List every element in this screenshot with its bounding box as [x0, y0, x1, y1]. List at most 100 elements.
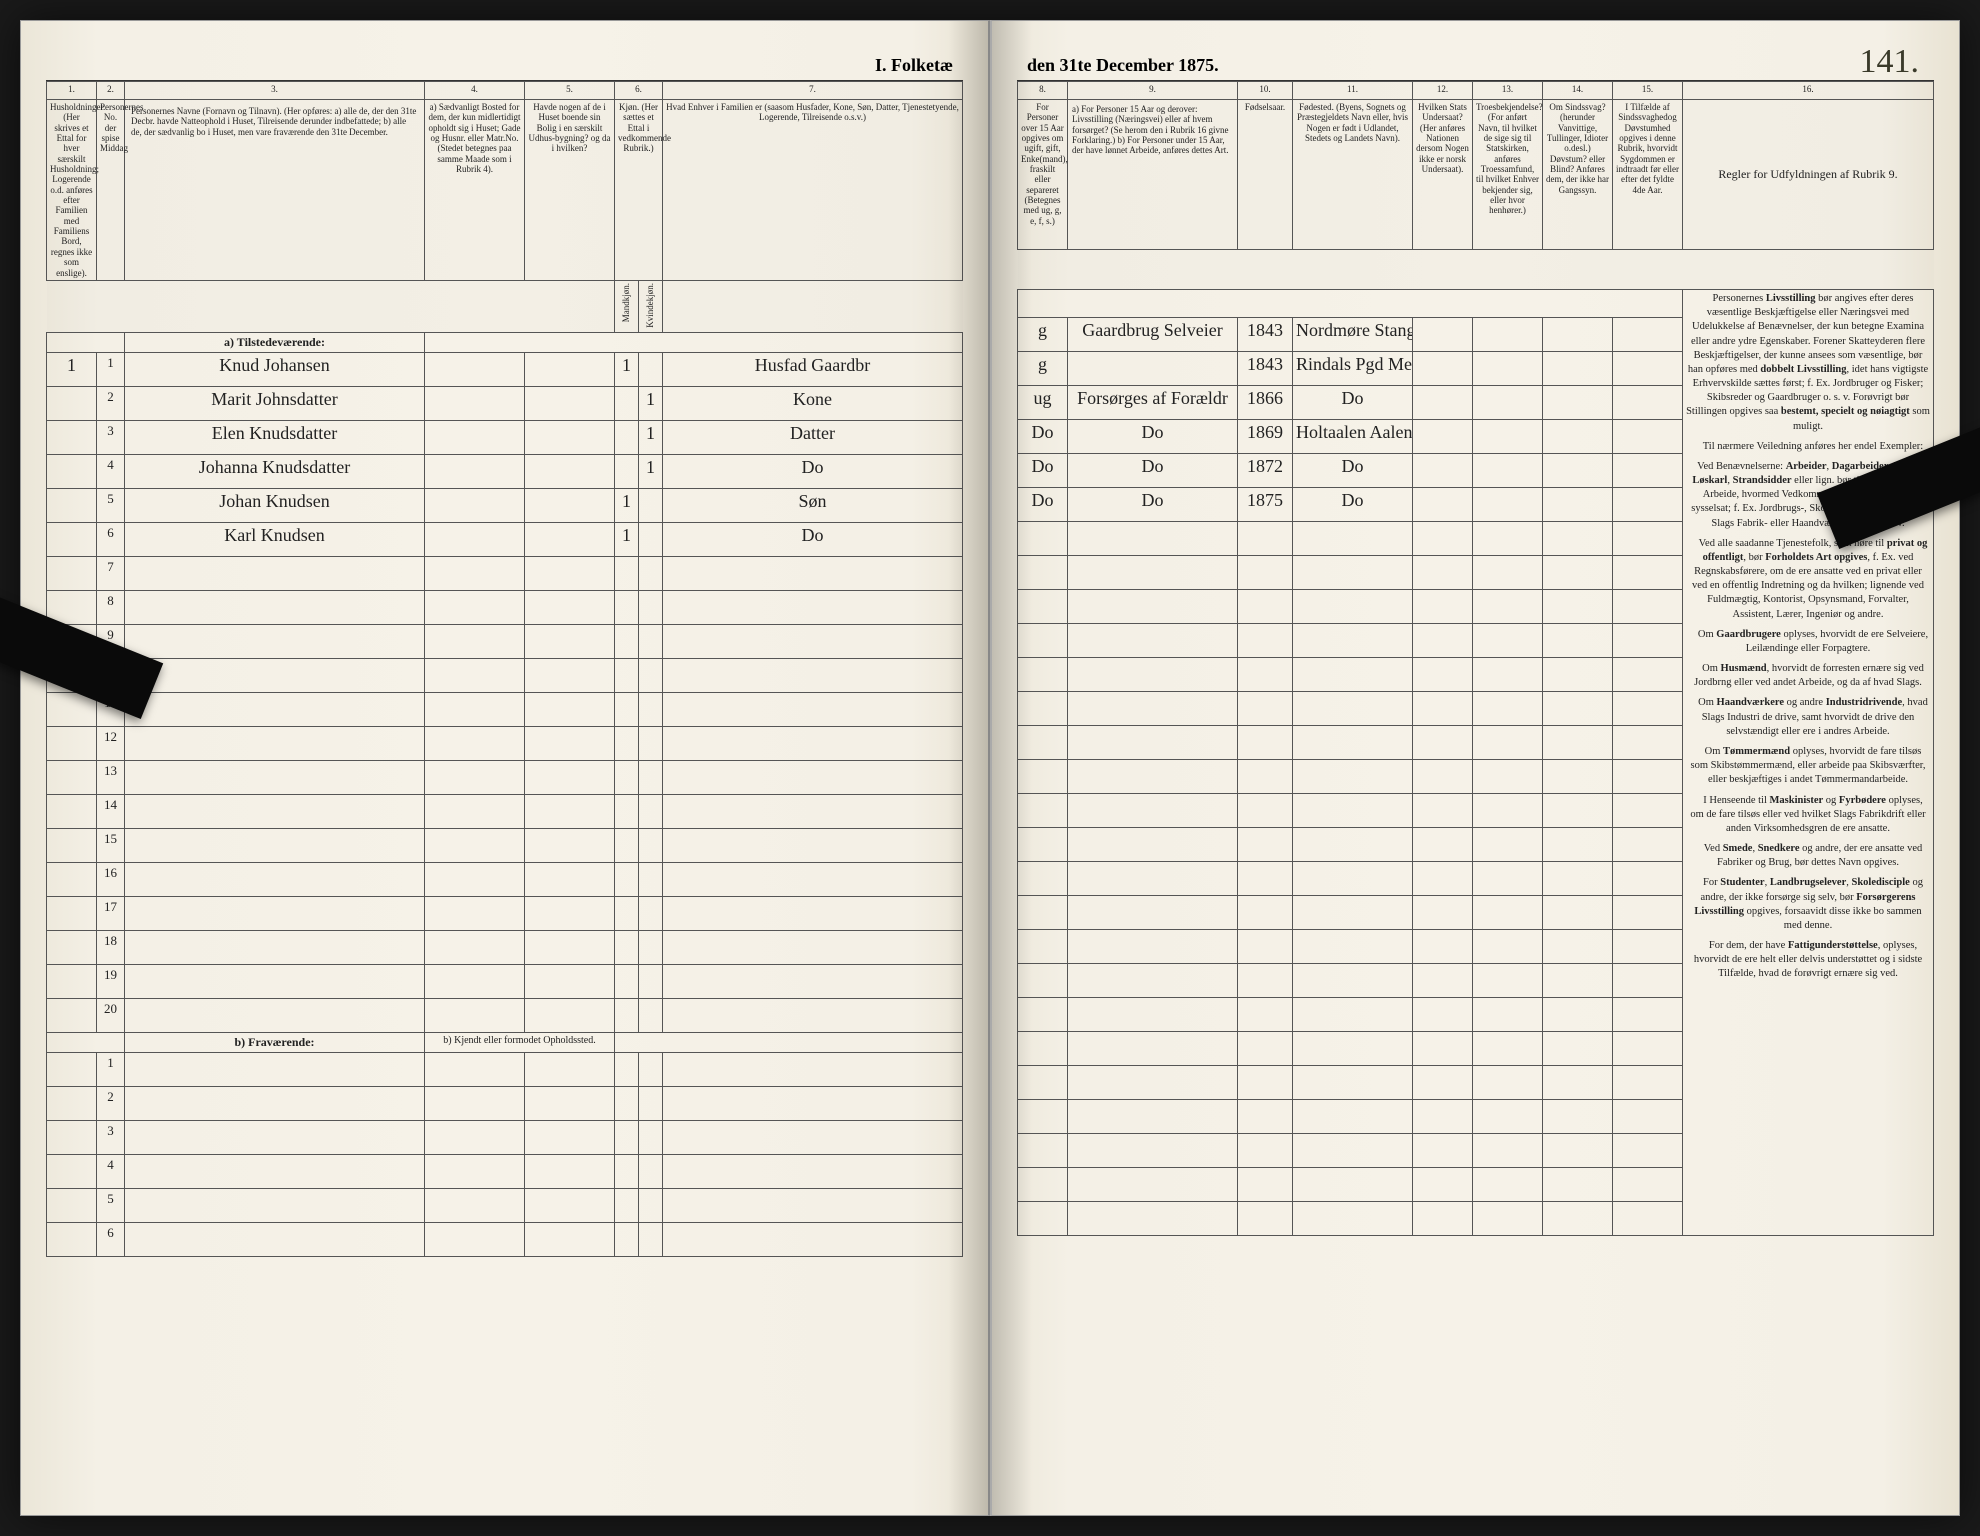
hdr-10: Fødselsaar.: [1238, 100, 1293, 250]
page-number: 141.: [1860, 43, 1920, 81]
title-right: den 31te December 1875.: [1017, 51, 1934, 81]
cell-k: 1: [639, 420, 663, 454]
cell-c4: [425, 386, 525, 420]
cell-civ: Do: [1018, 488, 1068, 522]
instruction-paragraph: Ved Smede, Snedkere og andre, der ere an…: [1686, 842, 1930, 870]
table-row: 13: [47, 760, 963, 794]
cell-occ: Do: [1068, 488, 1238, 522]
table-row: 7: [47, 556, 963, 590]
col-1: 1.: [47, 82, 97, 100]
cell-hh: [47, 488, 97, 522]
cell-n: 3: [97, 420, 125, 454]
cell-place: Holtaalen Aalen Sogn: [1293, 420, 1413, 454]
cell-k: [639, 522, 663, 556]
hdr-8: For Personer over 15 Aar opgives om ugif…: [1018, 100, 1068, 250]
cell-occ: Gaardbrug Selveier: [1068, 318, 1238, 352]
cell-n: 4: [97, 454, 125, 488]
cell-name: Johanna Knudsdatter: [125, 454, 425, 488]
hdr-14: Om Sindssvag? (herunder Vanvittige, Tull…: [1543, 100, 1613, 250]
section-absent: b) Fraværende:: [125, 1032, 425, 1052]
instructions-panel: Personernes Livsstilling bør angives eft…: [1683, 290, 1934, 1236]
cell-m: 1: [615, 522, 639, 556]
cell-c4: [425, 488, 525, 522]
col-11: 11.: [1293, 82, 1413, 100]
cell-civ: g: [1018, 318, 1068, 352]
hdr-9: a) For Personer 15 Aar og derover: Livss…: [1068, 100, 1238, 250]
table-row: 17: [47, 896, 963, 930]
table-row: 2: [47, 1086, 963, 1120]
table-row: 5: [47, 1188, 963, 1222]
left-table: 1. 2. 3. 4. 5. 6. 7. Husholdninger. (Her…: [46, 81, 963, 1257]
cell-c5: [525, 352, 615, 386]
cell-hh: [47, 386, 97, 420]
hdr-6a: Mandkjøn.: [621, 283, 631, 322]
table-row: 6: [47, 1222, 963, 1256]
cell-m: 1: [615, 488, 639, 522]
hdr-11: Fødested. (Byens, Sognets og Præstegjeld…: [1293, 100, 1413, 250]
table-row: 19: [47, 964, 963, 998]
table-row: 8: [47, 590, 963, 624]
hdr-16: Regler for Udfyldningen af Rubrik 9.: [1683, 100, 1934, 250]
table-row: 14: [47, 794, 963, 828]
instruction-paragraph: Til nærmere Veiledning anføres her endel…: [1686, 440, 1930, 454]
cell-civ: g: [1018, 352, 1068, 386]
cell-c5: [525, 386, 615, 420]
cell-c4: [425, 454, 525, 488]
table-row: 12: [47, 726, 963, 760]
cell-k: 1: [639, 386, 663, 420]
table-row: 4Johanna Knudsdatter1Do: [47, 454, 963, 488]
cell-c4: [425, 420, 525, 454]
cell-civ: ug: [1018, 386, 1068, 420]
cell-n: 6: [97, 522, 125, 556]
table-row: 11Knud Johansen1Husfad Gaardbr: [47, 352, 963, 386]
col-12: 12.: [1413, 82, 1473, 100]
col-7: 7.: [663, 82, 963, 100]
col-5: 5.: [525, 82, 615, 100]
cell-n: 5: [97, 488, 125, 522]
col-2: 2.: [97, 82, 125, 100]
cell-name: Karl Knudsen: [125, 522, 425, 556]
cell-year: 1869: [1238, 420, 1293, 454]
cell-place: Do: [1293, 488, 1413, 522]
table-row: 15: [47, 828, 963, 862]
cell-hh: [47, 454, 97, 488]
table-row: 16: [47, 862, 963, 896]
instruction-paragraph: Om Gaardbrugere oplyses, hvorvidt de ere…: [1686, 628, 1930, 656]
cell-name: Knud Johansen: [125, 352, 425, 386]
section-present: a) Tilstedeværende:: [125, 332, 425, 352]
cell-hh: [47, 522, 97, 556]
cell-rel: Do: [663, 522, 963, 556]
instruction-paragraph: For dem, der have Fattigunderstøttelse, …: [1686, 939, 1930, 982]
instruction-paragraph: Om Husmænd, hvorvidt de forresten ernære…: [1686, 662, 1930, 690]
col-4: 4.: [425, 82, 525, 100]
hdr-1: Husholdninger. (Her skrives et Ettal for…: [47, 100, 97, 281]
hdr-13: Troesbekjendelse? (For anført Navn, til …: [1473, 100, 1543, 250]
table-row: 4: [47, 1154, 963, 1188]
cell-year: 1843: [1238, 318, 1293, 352]
instruction-paragraph: For Studenter, Landbrugselever, Skoledis…: [1686, 876, 1930, 933]
table-row: 20: [47, 998, 963, 1032]
cell-place: Do: [1293, 454, 1413, 488]
cell-occ: [1068, 352, 1238, 386]
table-row: 10: [47, 658, 963, 692]
cell-m: [615, 420, 639, 454]
cell-rel: Husfad Gaardbr: [663, 352, 963, 386]
cell-place: Rindals Pgd Meldal: [1293, 352, 1413, 386]
cell-c5: [525, 420, 615, 454]
cell-c5: [525, 454, 615, 488]
table-row: 1: [47, 1052, 963, 1086]
cell-c5: [525, 488, 615, 522]
cell-rel: Søn: [663, 488, 963, 522]
cell-n: 2: [97, 386, 125, 420]
census-ledger: I. Folketæ 1. 2. 3. 4. 5. 6. 7. Hushold: [20, 20, 1960, 1516]
cell-rel: Datter: [663, 420, 963, 454]
table-row: 5Johan Knudsen 1 Søn: [47, 488, 963, 522]
col-13: 13.: [1473, 82, 1543, 100]
table-row: 3: [47, 1120, 963, 1154]
hdr-15: I Tilfælde af Sindssvaghedog Døvstumhed …: [1613, 100, 1683, 250]
cell-name: Johan Knudsen: [125, 488, 425, 522]
table-row: 11: [47, 692, 963, 726]
instruction-paragraph: I Henseende til Maskinister og Fyrbødere…: [1686, 794, 1930, 837]
hdr-7: Hvad Enhver i Familien er (saasom Husfad…: [663, 100, 963, 281]
cell-c4: [425, 352, 525, 386]
